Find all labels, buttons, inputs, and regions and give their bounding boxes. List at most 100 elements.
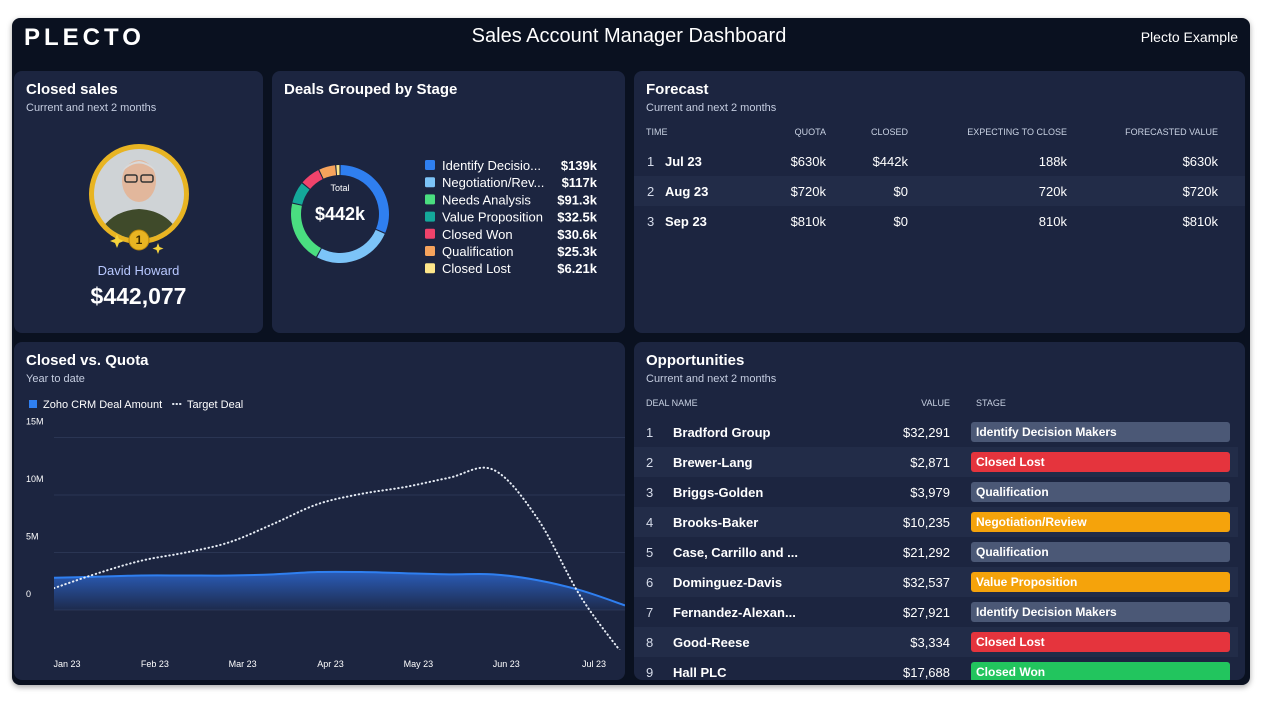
panel-title: Forecast — [646, 81, 709, 98]
donut-center-value: $442k — [315, 204, 366, 224]
legend-swatch — [425, 263, 435, 274]
series-line — [54, 466, 621, 650]
donut-segment — [291, 203, 321, 257]
donut-segment — [340, 165, 389, 233]
deal-value: $2,871 — [910, 455, 950, 470]
stage-label: Qualification — [976, 485, 1049, 499]
legend-value: $6.21k — [557, 261, 598, 276]
column-header: DEAL NAME — [646, 398, 698, 408]
x-tick-label: Apr 23 — [317, 659, 344, 669]
legend-swatch — [425, 211, 435, 222]
stage-label: Closed Lost — [976, 455, 1045, 469]
row-number: 3 — [647, 214, 655, 229]
x-tick-label: Jun 23 — [493, 659, 520, 669]
deal-name: Bradford Group — [673, 425, 771, 440]
row-number: 8 — [646, 635, 654, 650]
donut-center-title: Total — [330, 183, 349, 193]
deal-name: Case, Carrillo and ... — [673, 545, 798, 560]
deal-name: Good-Reese — [673, 635, 750, 650]
column-header: STAGE — [976, 398, 1006, 408]
deal-name: Brooks-Baker — [673, 515, 759, 530]
area-line — [54, 570, 625, 607]
deal-name: Hall PLC — [673, 665, 727, 680]
row-number: 1 — [647, 154, 655, 169]
row-number: 5 — [646, 545, 654, 560]
row-number: 3 — [646, 485, 654, 500]
value-cell: $810k — [790, 214, 826, 229]
stage-pill — [971, 422, 1230, 442]
panel-subtitle: Current and next 2 months — [646, 102, 777, 114]
legend-label: Qualification — [442, 244, 514, 259]
y-tick-label: 0 — [26, 589, 31, 599]
deal-name: Dominguez-Davis — [673, 575, 783, 590]
legend-value: $32.5k — [557, 210, 598, 225]
value-cell: $720k — [790, 184, 826, 199]
stage-pill — [971, 542, 1230, 562]
legend-value: $91.3k — [557, 192, 598, 207]
deal-value: $32,291 — [903, 425, 950, 440]
stage-label: Identify Decision Makers — [976, 605, 1117, 619]
value-cell: $442k — [872, 154, 908, 169]
row-number: 1 — [646, 425, 654, 440]
column-header: CLOSED — [870, 127, 908, 137]
x-tick-label: Feb 23 — [141, 659, 169, 669]
stage-label: Closed Won — [976, 665, 1046, 679]
donut-segment — [302, 170, 323, 189]
panel-subtitle: Current and next 2 months — [26, 102, 157, 114]
stage-pill — [971, 512, 1230, 532]
deal-value: $32,537 — [903, 575, 950, 590]
legend-label: Closed Won — [442, 227, 513, 242]
stage-label: Negotiation/Review — [976, 515, 1087, 529]
avatar: 1 — [89, 144, 189, 254]
legend-value: $30.6k — [557, 227, 598, 242]
legend-value: $117k — [562, 175, 598, 190]
x-tick-label: Jul 23 — [582, 659, 606, 669]
value-cell: 720k — [1038, 184, 1067, 199]
donut-segment — [317, 229, 385, 263]
value-cell: $630k — [1182, 154, 1218, 169]
closed-sales-panel: Closed sales Current and next 2 months 1… — [14, 71, 263, 333]
sparkles — [110, 234, 164, 254]
x-tick-label: Jan 23 — [53, 659, 80, 669]
legend-swatch — [29, 400, 37, 408]
time-cell: Aug 23 — [665, 184, 709, 199]
deal-value: $3,979 — [910, 485, 950, 500]
stage-label: Value Proposition — [976, 575, 1078, 589]
x-tick-label: Mar 23 — [229, 659, 257, 669]
stage-pill — [971, 662, 1230, 680]
panel-subtitle: Current and next 2 months — [646, 373, 777, 385]
panel-subtitle: Year to date — [26, 373, 85, 385]
legend-swatch — [425, 194, 435, 205]
stage-label: Qualification — [976, 545, 1049, 559]
donut-segment — [336, 165, 340, 176]
value-cell: $0 — [893, 184, 908, 199]
legend-label: Zoho CRM Deal Amount — [43, 399, 162, 411]
y-tick-label: 5M — [26, 532, 39, 542]
deal-value: $27,921 — [903, 605, 950, 620]
legend-swatch — [425, 246, 435, 256]
legend-label: Closed Lost — [442, 261, 511, 276]
row-background — [634, 176, 1245, 206]
deal-name: Fernandez-Alexan... — [673, 605, 796, 620]
value-cell: 810k — [1038, 214, 1067, 229]
stage-pill — [971, 452, 1230, 472]
value-cell: $630k — [790, 154, 826, 169]
value-cell: $810k — [1182, 214, 1218, 229]
opportunities-panel: Opportunities Current and next 2 months … — [634, 342, 1245, 680]
value-cell: 188k — [1038, 154, 1067, 169]
panel-title: Closed vs. Quota — [26, 352, 149, 369]
column-header: FORECASTED VALUE — [1125, 127, 1218, 137]
y-tick-label: 15M — [26, 417, 44, 427]
legend-swatch — [425, 160, 435, 170]
deal-value: $3,334 — [910, 635, 950, 650]
panel-title: Deals Grouped by Stage — [284, 81, 458, 98]
x-tick-label: May 23 — [404, 659, 434, 669]
stage-label: Identify Decision Makers — [976, 425, 1117, 439]
value-cell: $720k — [1182, 184, 1218, 199]
stage-label: Closed Lost — [976, 635, 1045, 649]
row-number: 6 — [646, 575, 654, 590]
column-header: QUOTA — [794, 127, 826, 137]
amount: $442,077 — [90, 283, 187, 309]
rank-badge — [128, 229, 150, 251]
